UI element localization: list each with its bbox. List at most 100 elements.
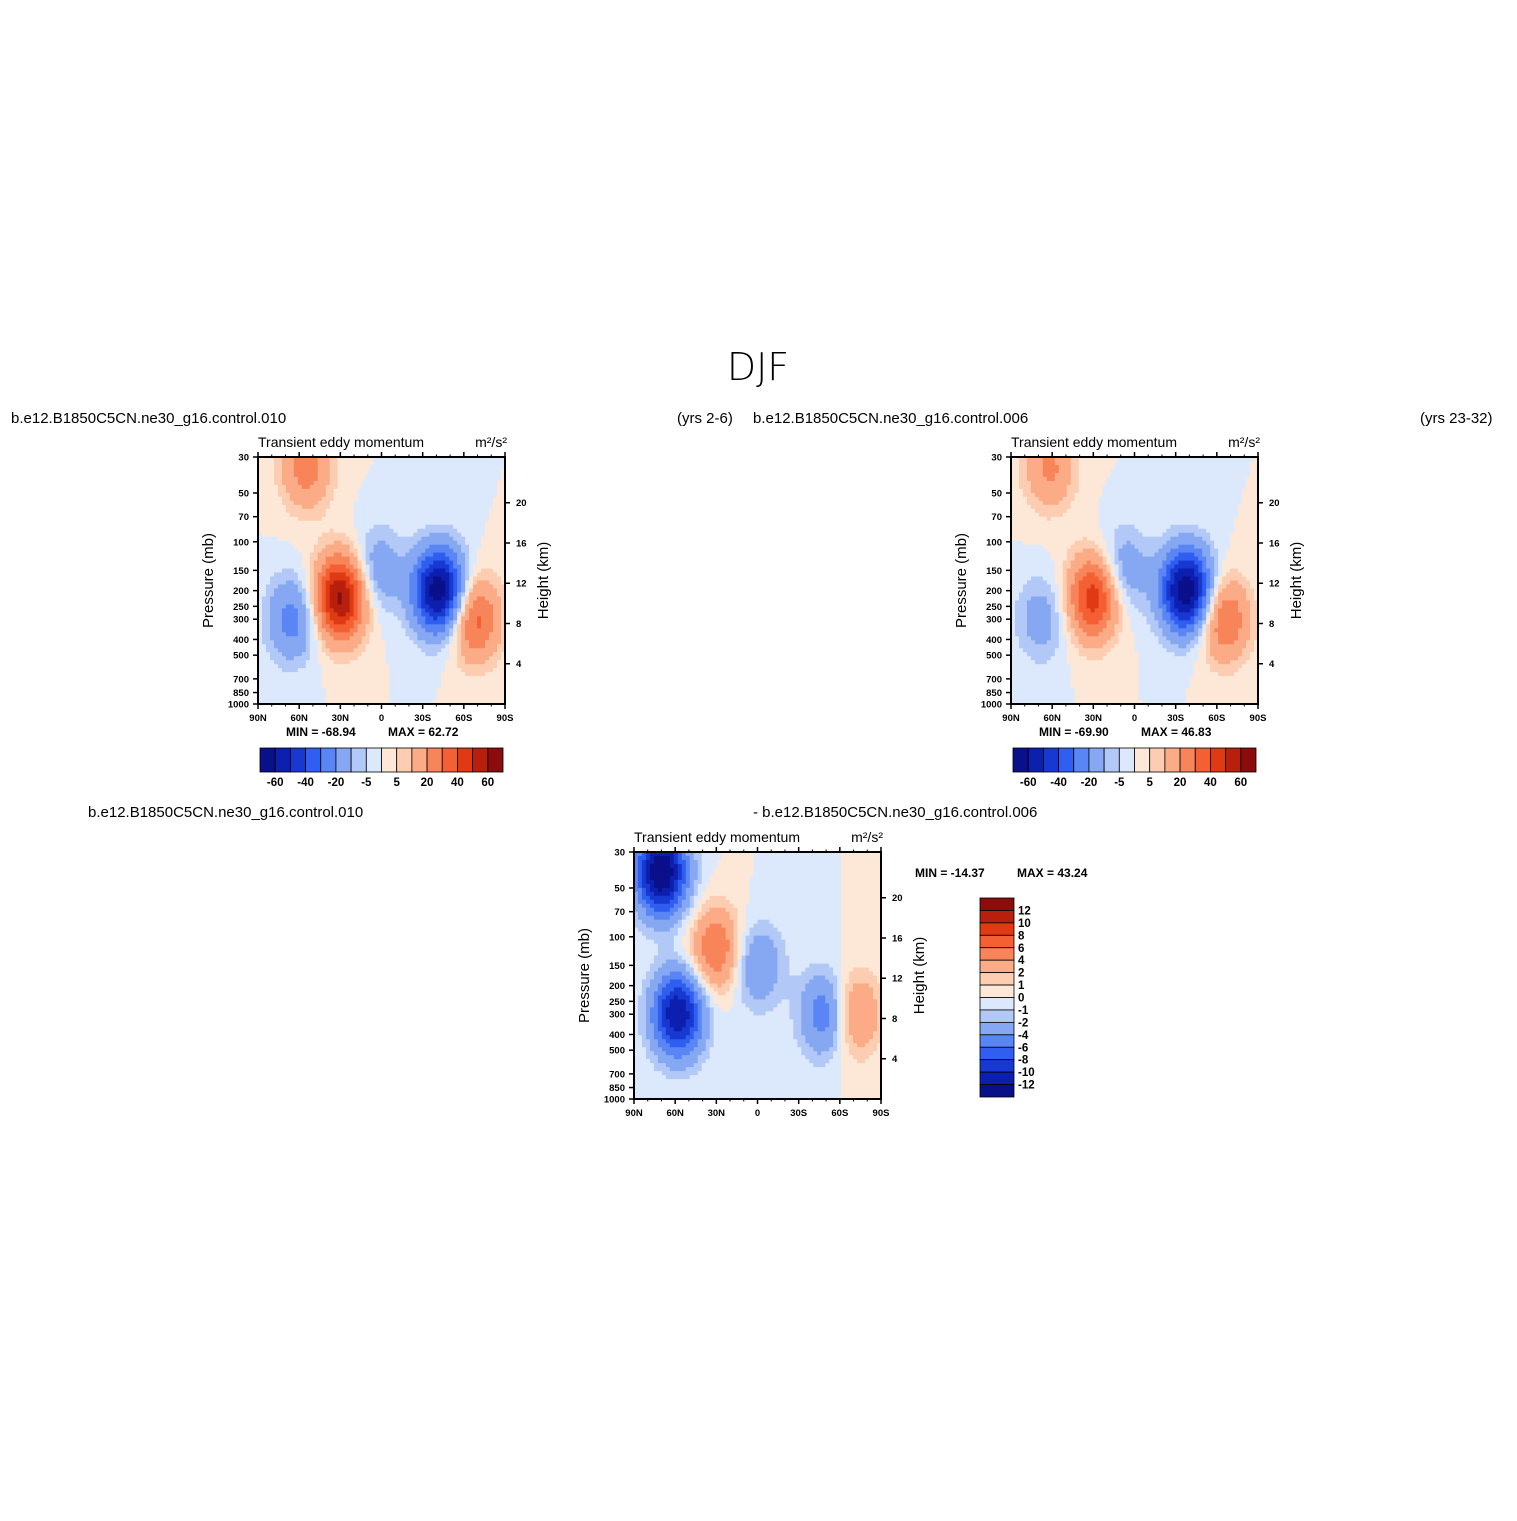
heatmap-cell	[1067, 660, 1072, 665]
heatmap-cell	[441, 561, 446, 566]
heatmap-cell	[469, 553, 474, 558]
heatmap-cell	[1027, 465, 1032, 470]
heatmap-cell	[417, 620, 422, 625]
heatmap-cell	[262, 648, 267, 653]
heatmap-cell	[445, 537, 450, 542]
heatmap-cell	[1071, 608, 1076, 613]
heatmap-cell	[306, 569, 311, 574]
heatmap-cell	[1047, 652, 1052, 657]
heatmap-cell	[405, 521, 410, 526]
heatmap-cell	[461, 636, 466, 641]
heatmap-cell	[270, 680, 275, 685]
heatmap-cell	[417, 616, 422, 621]
heatmap-cell	[465, 577, 470, 582]
heatmap-cell	[453, 533, 458, 538]
heatmap-cell	[433, 473, 438, 478]
heatmap-cell	[485, 481, 490, 486]
heatmap-cell	[374, 573, 379, 578]
heatmap-cell	[362, 664, 367, 669]
heatmap-cell	[294, 644, 299, 649]
heatmap-cell	[409, 596, 414, 601]
heatmap-cell	[322, 644, 327, 649]
heatmap-cell	[318, 588, 323, 593]
heatmap-cell	[302, 465, 307, 470]
heatmap-cell	[1067, 541, 1072, 546]
heatmap-cell	[409, 525, 414, 530]
heatmap-cell	[338, 600, 343, 605]
heatmap-cell	[358, 477, 363, 482]
heatmap-cell	[378, 612, 383, 617]
heatmap-cell	[1015, 525, 1020, 530]
heatmap-cell	[485, 549, 490, 554]
heatmap-cell	[457, 485, 462, 490]
heatmap-cell	[346, 461, 351, 466]
heatmap-cell	[437, 664, 442, 669]
heatmap-cell	[334, 668, 339, 673]
heatmap-cell	[322, 485, 327, 490]
heatmap-cell	[1035, 664, 1040, 669]
heatmap-cell	[354, 469, 359, 474]
heatmap-cell	[1043, 592, 1048, 597]
heatmap-cell	[493, 501, 498, 506]
x-tick-label: 30N	[332, 713, 350, 724]
heatmap-cell	[1063, 477, 1068, 482]
heatmap-cell	[433, 501, 438, 506]
heatmap-cell	[1055, 469, 1060, 474]
heatmap-cell	[473, 592, 478, 597]
heatmap-cell	[286, 553, 291, 558]
heatmap-cell	[417, 569, 422, 574]
heatmap-cell	[294, 592, 299, 597]
heatmap-cell	[429, 668, 434, 673]
heatmap-cell	[473, 533, 478, 538]
heatmap-cell	[358, 688, 363, 693]
heatmap-cell	[278, 644, 283, 649]
heatmap-cell	[409, 624, 414, 629]
heatmap-cell	[409, 692, 414, 697]
heatmap-cell	[473, 505, 478, 510]
heatmap-cell	[294, 497, 299, 502]
heatmap-cell	[366, 533, 371, 538]
heatmap-cell	[278, 529, 283, 534]
heatmap-cell	[370, 569, 375, 574]
heatmap-cell	[294, 549, 299, 554]
heatmap-cell	[1023, 608, 1028, 613]
heatmap-cell	[433, 557, 438, 562]
heatmap-cell	[457, 561, 462, 566]
heatmap-cell	[338, 485, 343, 490]
heatmap-cell	[389, 561, 394, 566]
heatmap-cell	[445, 565, 450, 570]
heatmap-cell	[1015, 672, 1020, 677]
heatmap-cell	[362, 533, 367, 538]
heatmap-cell	[1035, 636, 1040, 641]
heatmap-cell	[409, 600, 414, 605]
heatmap-cell	[465, 612, 470, 617]
heatmap-cell	[290, 640, 295, 645]
heatmap-cell	[330, 557, 335, 562]
heatmap-cell	[477, 529, 482, 534]
heatmap-cell	[298, 557, 303, 562]
heatmap-cell	[461, 553, 466, 558]
heatmap-cell	[393, 469, 398, 474]
heatmap-cell	[473, 588, 478, 593]
heatmap-cell	[1059, 688, 1064, 693]
heatmap-cell	[473, 628, 478, 633]
heatmap-cell	[306, 517, 311, 522]
heatmap-cell	[429, 557, 434, 562]
heatmap-cell	[366, 696, 371, 701]
heatmap-cell	[1071, 561, 1076, 566]
heatmap-cell	[286, 473, 291, 478]
heatmap-cell	[366, 521, 371, 526]
colorbar-box	[275, 748, 290, 772]
heatmap-cell	[421, 521, 426, 526]
heatmap-cell	[382, 473, 387, 478]
heatmap-cell	[318, 533, 323, 538]
heatmap-cell	[449, 461, 454, 466]
heatmap-cell	[266, 620, 271, 625]
heatmap-cell	[378, 489, 383, 494]
heatmap-cell	[409, 577, 414, 582]
heatmap-cell	[429, 600, 434, 605]
heatmap-cell	[326, 489, 331, 494]
heatmap-cell	[326, 517, 331, 522]
heatmap-cell	[477, 509, 482, 514]
heatmap-cell	[393, 565, 398, 570]
